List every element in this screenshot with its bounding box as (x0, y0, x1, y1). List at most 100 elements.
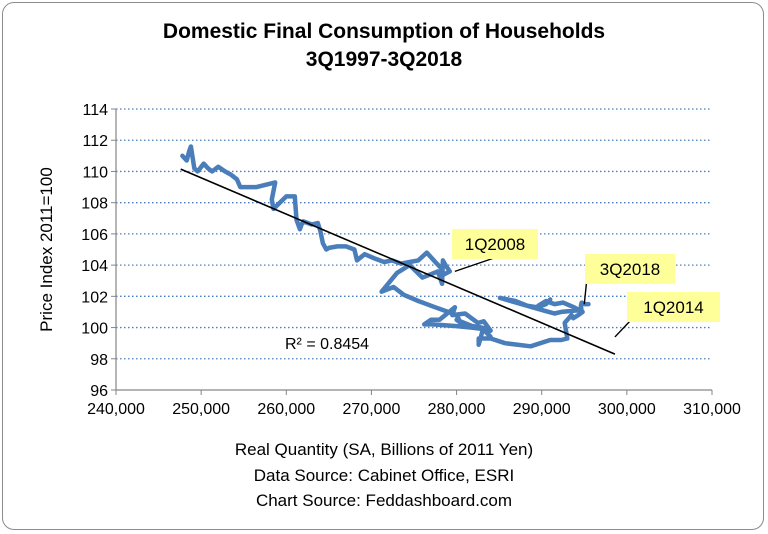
annotation-label: 1Q2014 (643, 298, 704, 317)
annotation-leader (614, 319, 632, 338)
data-point (344, 244, 348, 248)
y-tick-label: 108 (81, 196, 108, 213)
data-point (374, 257, 378, 261)
y-tick-label: 102 (81, 289, 108, 306)
data-point (450, 313, 454, 317)
data-point (453, 324, 457, 328)
x-tick-label: 270,000 (343, 401, 401, 418)
data-point (482, 319, 486, 323)
data-point (436, 269, 440, 273)
data-point (529, 344, 533, 348)
data-point (185, 159, 189, 163)
data-point (298, 227, 302, 231)
annotation-label: 1Q2008 (465, 235, 526, 254)
data-point (439, 266, 443, 270)
data-point (448, 269, 452, 273)
data-point (402, 293, 406, 297)
data-point (476, 321, 480, 325)
chart-subtitle: 3Q1997-3Q2018 (305, 48, 463, 71)
data-point (561, 301, 565, 305)
data-point (444, 263, 448, 267)
y-tick-label: 98 (90, 352, 108, 369)
x-tick-label: 260,000 (257, 401, 315, 418)
data-point (438, 318, 442, 322)
data-point (541, 302, 545, 306)
data-point (489, 329, 493, 333)
data-point (210, 169, 214, 173)
data-point (300, 223, 304, 227)
annotation-box (627, 292, 720, 322)
data-point (355, 258, 359, 262)
data-point (548, 297, 552, 301)
y-tick-label: 112 (82, 133, 108, 150)
trendline (180, 168, 616, 355)
data-point (270, 198, 274, 202)
data-point (563, 321, 567, 325)
x-tick-label: 240,000 (87, 401, 145, 418)
data-point (442, 272, 446, 276)
data-point (498, 296, 502, 300)
data-point (293, 194, 297, 198)
data-point (559, 338, 563, 342)
data-point (559, 310, 563, 314)
data-point (477, 336, 481, 340)
data-point (455, 313, 459, 317)
x-tick-label: 250,000 (172, 401, 230, 418)
y-tick-label: 100 (81, 321, 108, 338)
data-point (580, 310, 584, 314)
data-point (202, 162, 206, 166)
x-tick-label: 290,000 (513, 401, 571, 418)
data-point (422, 322, 426, 326)
y-tick-label: 110 (82, 164, 108, 181)
data-point (238, 185, 242, 189)
y-tick-label: 106 (81, 227, 108, 244)
data-point (441, 258, 445, 262)
r-squared-label: R² = 0.8454 (285, 336, 369, 353)
data-point (189, 144, 193, 148)
x-tick-label: 310,000 (683, 401, 741, 418)
data-point (513, 299, 517, 303)
data-point (440, 282, 444, 286)
data-point (392, 285, 396, 289)
data-point (570, 313, 574, 317)
data-point (180, 154, 184, 158)
y-tick-label: 114 (82, 102, 108, 119)
data-point (425, 251, 429, 255)
data-point (416, 299, 420, 303)
data-point (327, 246, 331, 250)
data-point (519, 302, 523, 306)
data-point (446, 310, 450, 314)
chart-title: Domestic Final Consumption of Households (162, 20, 606, 43)
data-point (587, 302, 591, 306)
data-point (541, 308, 545, 312)
data-point (335, 244, 339, 248)
y-tick-label: 96 (90, 383, 108, 400)
data-point (575, 308, 579, 312)
data-point (352, 248, 356, 251)
data-point (363, 252, 367, 256)
data-point (481, 327, 485, 331)
data-point (571, 316, 575, 320)
data-point (416, 258, 420, 262)
data-point (503, 341, 507, 345)
data-point (535, 305, 539, 309)
data-point (431, 322, 435, 326)
annotation-box (585, 254, 675, 284)
data-point (324, 248, 328, 251)
data-point (382, 260, 386, 264)
data-point (187, 149, 191, 153)
data-point (552, 302, 556, 306)
data-point (318, 229, 322, 233)
data-point (316, 221, 320, 225)
data-point (580, 301, 584, 305)
data-point (408, 260, 412, 264)
data-source-note: Data Source: Cabinet Office, ESRI (253, 466, 515, 485)
data-point (206, 166, 210, 170)
chart-source-note: Chart Source: Feddashboard.com (255, 491, 513, 510)
x-axis-label: Real Quantity (SA, Billions of 2011 Yen) (234, 440, 534, 459)
data-point (284, 194, 288, 198)
y-axis-label: Price Index 2011=100 (37, 167, 56, 332)
data-point (273, 180, 277, 184)
data-point (395, 271, 399, 275)
